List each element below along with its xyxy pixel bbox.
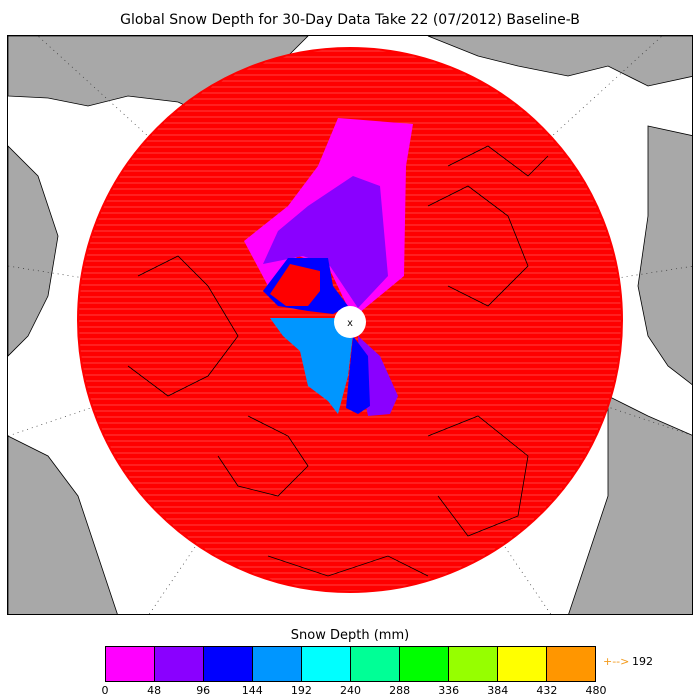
colorbar-segment — [253, 647, 302, 681]
land-southwest — [8, 435, 118, 614]
polar-map: x — [7, 35, 693, 615]
colorbar-tick-label: 240 — [340, 684, 361, 697]
colorbar-segment — [400, 647, 449, 681]
colorbar-tick-label: 288 — [389, 684, 411, 697]
colorbar-tick-label: 480 — [585, 684, 607, 697]
colorbar-segment — [351, 647, 400, 681]
colorbar-segment — [547, 647, 595, 681]
colorbar — [105, 646, 596, 682]
pole-hole — [334, 306, 366, 338]
colorbar-tick-label: 96 — [196, 684, 211, 697]
colorbar-tick-label: 144 — [241, 684, 263, 697]
snow-depth-anomalies — [244, 118, 413, 416]
region-red-inner — [270, 264, 320, 306]
colorbar-segment — [106, 647, 155, 681]
colorbar-tick-label: 432 — [536, 684, 558, 697]
land-southeast — [568, 395, 692, 614]
colorbar-tick-label: 384 — [487, 684, 509, 697]
region-violet — [263, 176, 388, 308]
land-west — [8, 145, 59, 357]
colorbar-tick-label: 0 — [101, 684, 109, 697]
polar-projection: x — [8, 36, 692, 614]
colorbar-title: Snow Depth (mm) — [290, 628, 410, 643]
land-masses — [8, 36, 692, 614]
colorbar-segment — [302, 647, 351, 681]
region-blue-south — [346, 336, 370, 414]
colorbar-tick-label: 48 — [147, 684, 162, 697]
colorbar-segment — [204, 647, 253, 681]
colorbar-segment — [498, 647, 547, 681]
colorbar-tick-label: 192 — [290, 684, 312, 697]
region-lightblue — [270, 318, 353, 414]
land-east — [637, 125, 692, 385]
colorbar-segment — [449, 647, 498, 681]
colorbar-segment — [155, 647, 204, 681]
colorbar-tick-label: 336 — [438, 684, 460, 697]
pole-marker: x — [347, 318, 353, 329]
land-northeast — [427, 36, 692, 87]
overflow-value: 192 — [632, 655, 653, 668]
coastlines — [127, 145, 549, 577]
overflow-arrow-icon: +--> — [603, 655, 630, 668]
map-title: Global Snow Depth for 30-Day Data Take 2… — [120, 12, 580, 28]
